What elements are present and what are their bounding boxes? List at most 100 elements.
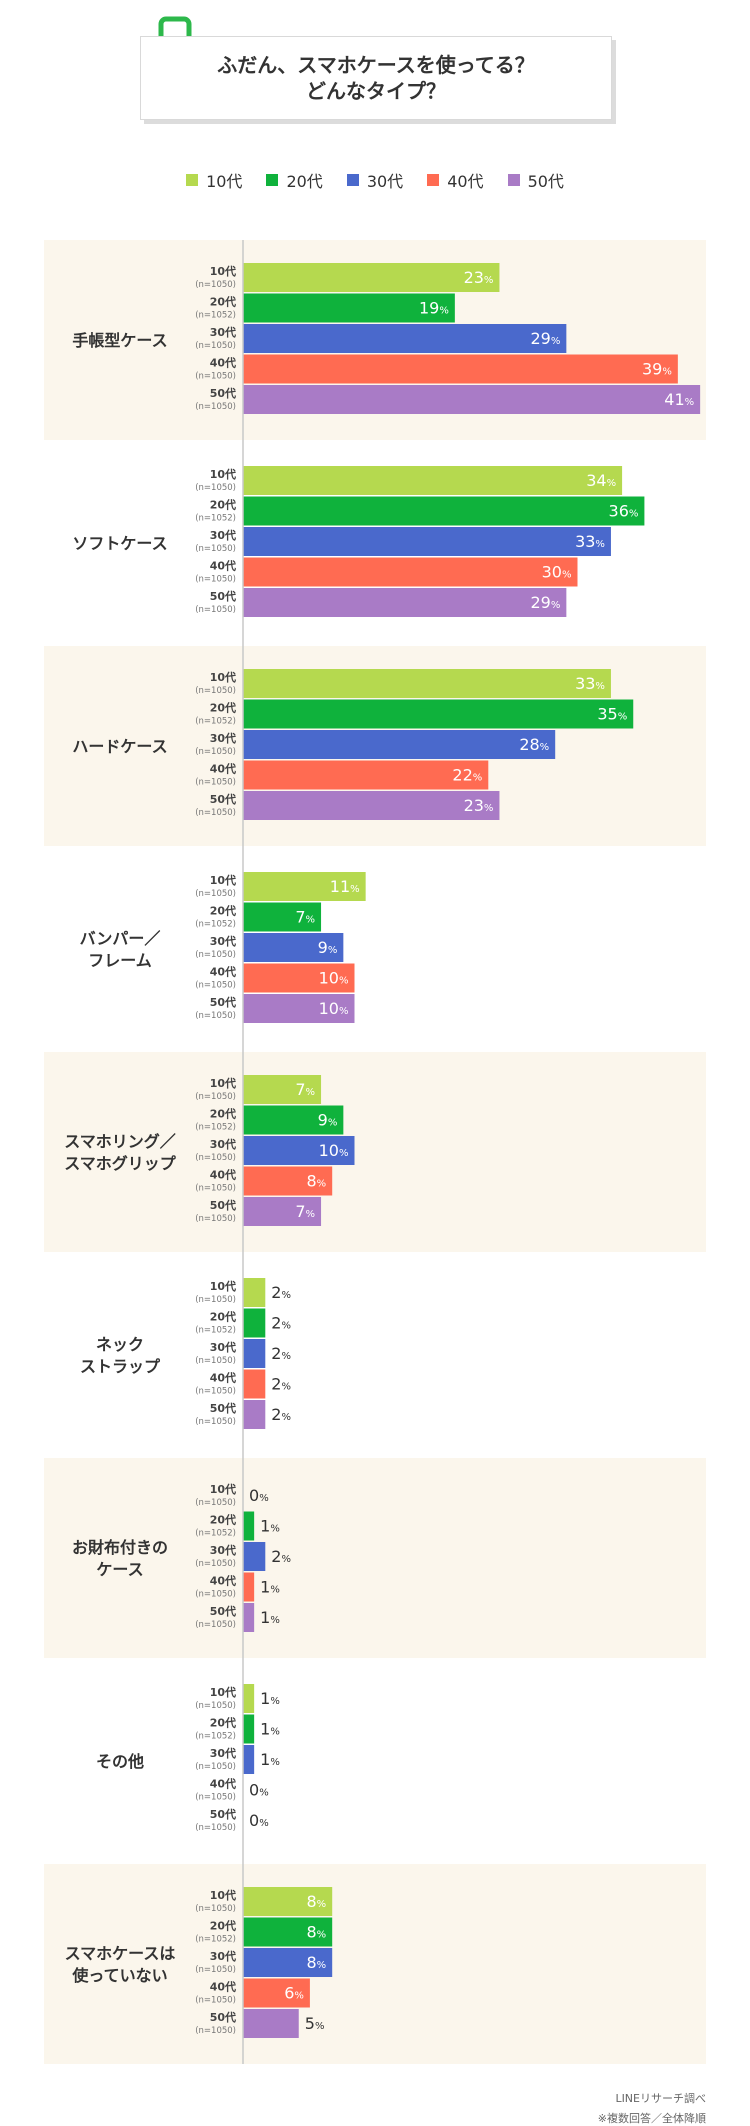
age-label: 10代	[210, 264, 236, 278]
bar	[243, 1978, 310, 2008]
age-label: 30代	[210, 731, 236, 745]
bar	[243, 872, 366, 901]
category-label: 使っていない	[71, 1966, 167, 1985]
value-label: 1%	[260, 1608, 280, 1627]
age-label: 20代	[210, 904, 236, 918]
age-label: 10代	[210, 1685, 236, 1699]
age-label: 30代	[210, 528, 236, 542]
value-label: 10%	[319, 1141, 349, 1160]
value-label: 2%	[271, 1344, 291, 1363]
legend-label: 50代	[527, 172, 564, 191]
category-group: ソフトケース 10代 (n=1050) 34% 20代 (n=1052) 36% 30代 (n=…	[72, 466, 645, 617]
value-label: 7%	[295, 908, 315, 927]
age-label: 30代	[210, 934, 236, 948]
sample-size-label: (n=1052)	[195, 1123, 236, 1133]
bar	[243, 1278, 266, 1307]
age-label: 20代	[210, 701, 236, 715]
bar	[243, 263, 500, 292]
sample-size-label: (n=1052)	[195, 1529, 236, 1539]
category-label: 手帳型ケース	[72, 331, 167, 350]
value-label: 33%	[575, 532, 605, 551]
age-label: 50代	[210, 1401, 236, 1415]
category-label: ストラップ	[80, 1357, 161, 1376]
source-line-1: LINEリサーチ調べ	[615, 2092, 706, 2105]
legend-swatch	[346, 174, 359, 186]
sample-size-label: (n=1050)	[195, 1498, 236, 1508]
age-label: 20代	[210, 498, 236, 512]
category-group: バンパー／ フレーム 10代 (n=1050) 11% 20代 (n=1052) 7% 30代 (…	[80, 872, 366, 1023]
bar	[243, 293, 455, 323]
age-label: 10代	[210, 873, 236, 887]
sample-size-label: (n=1050)	[195, 1295, 236, 1305]
age-label: 10代	[210, 1279, 236, 1293]
value-label: 2%	[271, 1283, 291, 1302]
bar	[243, 669, 611, 698]
sample-size-label: (n=1052)	[195, 311, 236, 321]
bar	[243, 1511, 255, 1541]
sample-size-label: (n=1050)	[195, 483, 236, 493]
age-label: 10代	[210, 670, 236, 684]
bar	[243, 1714, 255, 1744]
category-label: スマホケースは	[65, 1944, 176, 1963]
sample-size-label: (n=1050)	[195, 747, 236, 757]
value-label: 1%	[260, 1720, 280, 1739]
sample-size-label: (n=1050)	[195, 372, 236, 382]
age-label: 30代	[210, 1137, 236, 1151]
category-group: その他 10代 (n=1050) 1% 20代 (n=1052) 1% 30代 (n=1050)…	[96, 1684, 280, 1833]
legend-item: 50代	[507, 168, 564, 192]
age-label: 40代	[210, 1371, 236, 1385]
bar	[243, 1339, 266, 1368]
sample-size-label: (n=1050)	[195, 605, 236, 615]
age-label: 20代	[210, 1513, 236, 1527]
sample-size-label: (n=1050)	[195, 575, 236, 585]
sample-size-label: (n=1052)	[195, 1326, 236, 1336]
value-label: 29%	[530, 593, 560, 612]
bar	[243, 760, 489, 790]
value-label: 34%	[586, 471, 616, 490]
bar	[243, 1136, 355, 1165]
sample-size-label: (n=1050)	[195, 981, 236, 991]
age-label: 40代	[210, 356, 236, 370]
bar	[243, 557, 578, 587]
sample-size-label: (n=1050)	[195, 1214, 236, 1224]
sample-size-label: (n=1050)	[195, 544, 236, 554]
value-label: 1%	[260, 1578, 280, 1597]
value-label: 30%	[542, 563, 572, 582]
age-label: 30代	[210, 1949, 236, 1963]
sample-size-label: (n=1050)	[195, 1823, 236, 1833]
bar	[243, 1166, 333, 1196]
bar	[243, 2009, 299, 2038]
sample-size-label: (n=1050)	[195, 778, 236, 788]
value-label: 7%	[295, 1080, 315, 1099]
sample-size-label: (n=1050)	[195, 1793, 236, 1803]
age-label: 40代	[210, 559, 236, 573]
sample-size-label: (n=1050)	[195, 686, 236, 696]
legend: 10代 20代 30代 40代 50代	[0, 168, 750, 192]
title-line-2: どんなタイプ？	[306, 79, 446, 103]
category-label: ネック	[96, 1335, 144, 1354]
value-label: 1%	[260, 1750, 280, 1769]
sample-size-label: (n=1052)	[195, 717, 236, 727]
source-note: LINEリサーチ調べ ※複数回答／全体降順	[598, 2090, 706, 2126]
category-label: バンパー／	[80, 929, 161, 948]
age-label: 30代	[210, 1746, 236, 1760]
value-label: 36%	[609, 502, 639, 521]
bar	[243, 1308, 266, 1338]
value-label: 2%	[271, 1405, 291, 1424]
bar	[243, 1369, 266, 1399]
bar	[243, 385, 701, 414]
sample-size-label: (n=1050)	[195, 1904, 236, 1914]
sample-size-label: (n=1050)	[195, 1762, 236, 1772]
bar	[243, 354, 678, 384]
sample-size-label: (n=1050)	[195, 1184, 236, 1194]
sample-size-label: (n=1052)	[195, 514, 236, 524]
title-box: ふだん、スマホケースを使ってる？ どんなタイプ？	[140, 36, 612, 120]
age-label: 50代	[210, 1807, 236, 1821]
age-label: 40代	[210, 1980, 236, 1994]
age-label: 40代	[210, 762, 236, 776]
category-group: 手帳型ケース 10代 (n=1050) 23% 20代 (n=1052) 19% 30代 (n=…	[44, 240, 706, 440]
value-label: 1%	[260, 1689, 280, 1708]
age-label: 10代	[210, 1076, 236, 1090]
bar	[243, 1400, 266, 1429]
